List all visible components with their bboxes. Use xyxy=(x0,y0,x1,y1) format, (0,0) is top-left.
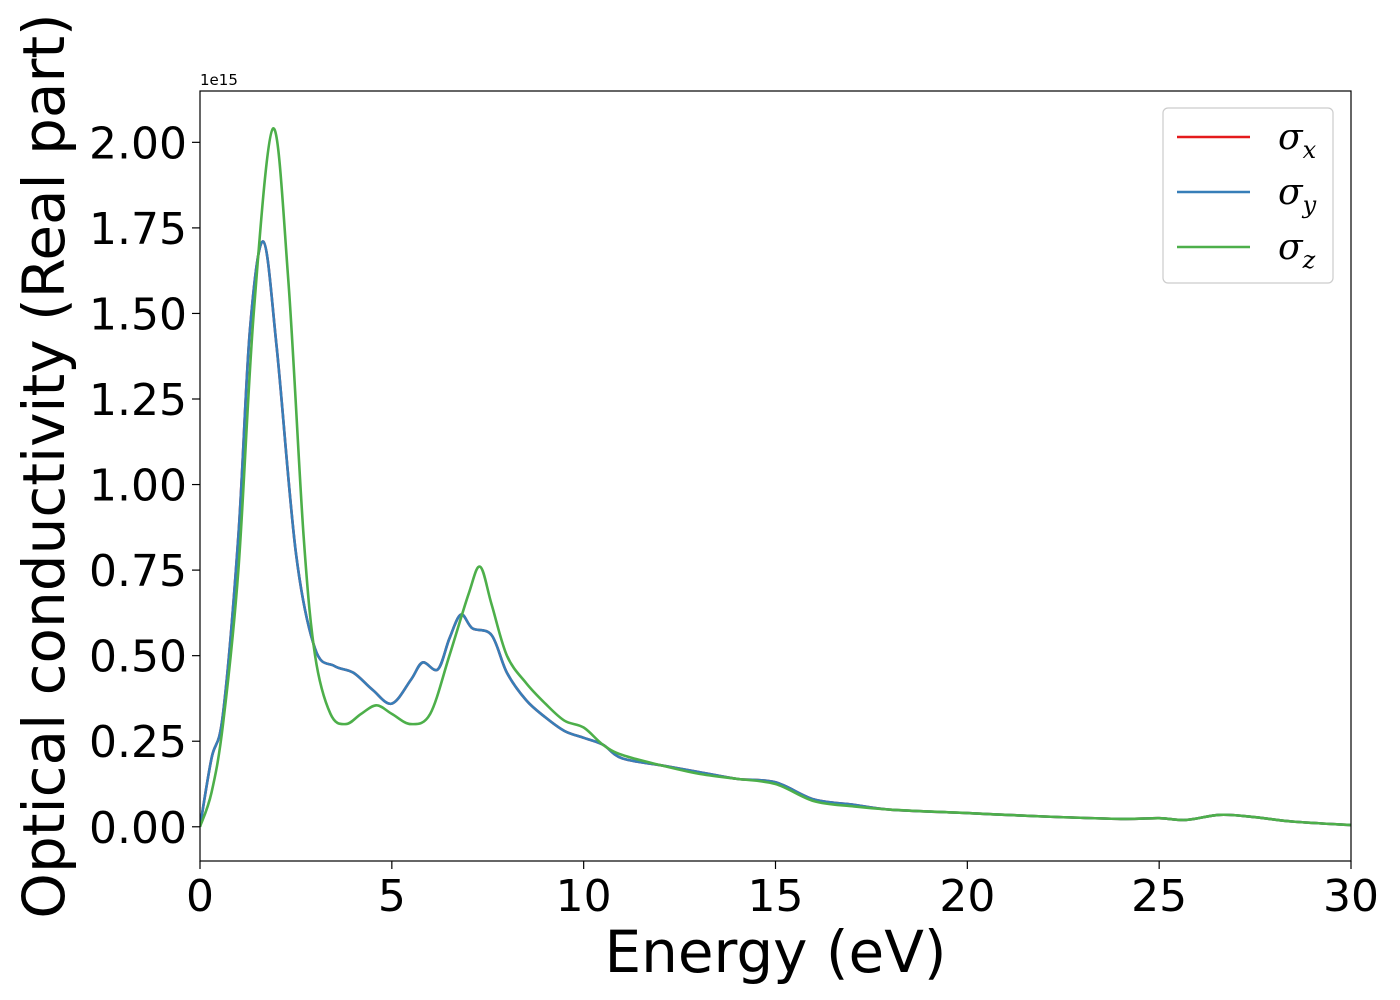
y-tick-label: 0.00 xyxy=(89,803,187,854)
y-axis: 0.00 0.25 0.50 0.75 1.00 1.25 1.50 1.75 2.00 xyxy=(89,118,200,854)
x-axis-label: Energy (eV) xyxy=(604,918,946,986)
x-tick-label: 30 xyxy=(1323,871,1379,922)
y-tick-label: 0.25 xyxy=(89,717,187,768)
series-line-x xyxy=(200,240,1351,827)
series-line-z xyxy=(200,127,1351,828)
y-tick-label: 2.00 xyxy=(89,118,187,169)
x-tick-label: 15 xyxy=(748,871,804,922)
x-axis: 0 5 10 15 20 25 30 xyxy=(186,861,1379,922)
x-tick-label: 25 xyxy=(1131,871,1187,922)
x-tick-label: 10 xyxy=(556,871,612,922)
y-tick-label: 1.00 xyxy=(89,461,187,512)
series-line-y xyxy=(200,240,1351,827)
y-tick-label: 0.75 xyxy=(89,546,187,597)
y-tick-label: 1.25 xyxy=(89,375,187,426)
x-tick-label: 20 xyxy=(939,871,995,922)
y-tick-label: 0.50 xyxy=(89,632,187,683)
x-tick-label: 0 xyxy=(186,871,214,922)
y-tick-label: 1.50 xyxy=(89,289,187,340)
legend-box xyxy=(1162,107,1334,284)
y-axis-label: Optical conductivity (Real part) xyxy=(10,13,78,918)
y-tick-label: 1.75 xyxy=(89,204,187,255)
x-tick-label: 5 xyxy=(378,871,406,922)
y-offset-label: 1e15 xyxy=(200,71,238,89)
series-layer xyxy=(200,127,1351,828)
